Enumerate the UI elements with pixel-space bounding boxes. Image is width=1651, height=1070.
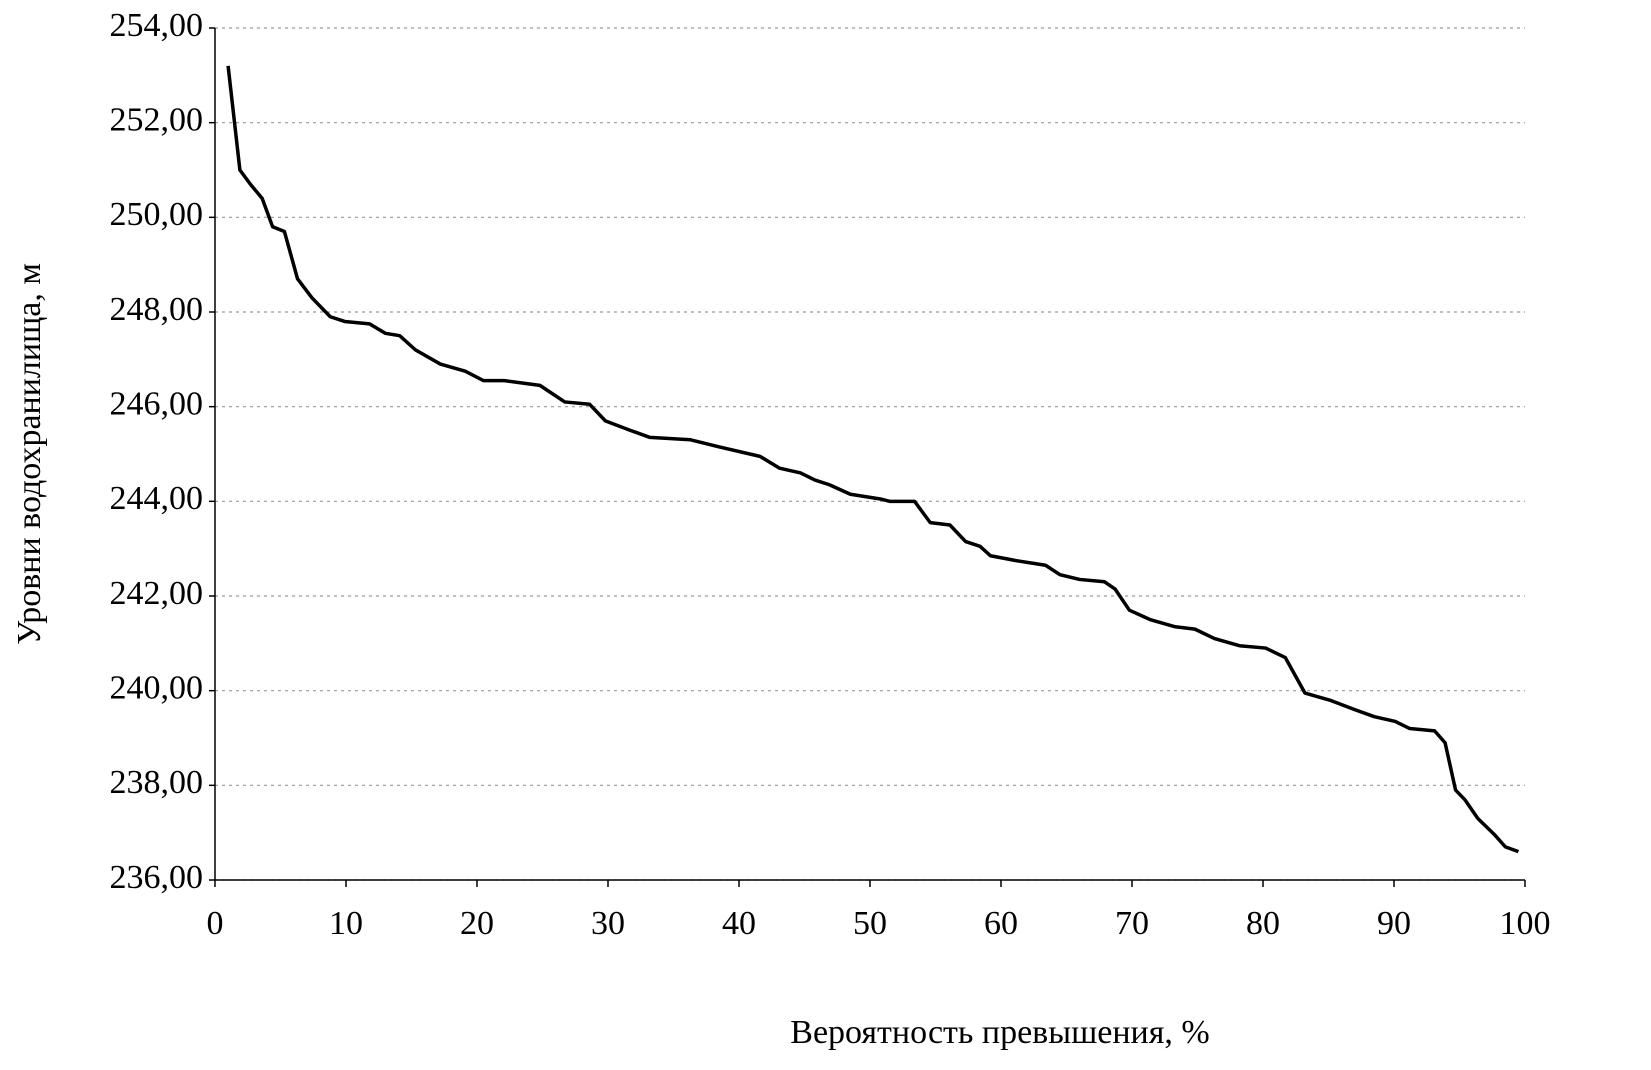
x-tick-label: 100 <box>1500 905 1551 942</box>
x-tick-label: 80 <box>1246 905 1280 942</box>
x-tick-label: 90 <box>1377 905 1411 942</box>
x-tick-label: 50 <box>853 905 887 942</box>
y-tick-label: 244,00 <box>110 480 204 517</box>
x-tick-label: 60 <box>984 905 1018 942</box>
x-tick-label: 10 <box>329 905 363 942</box>
y-tick-label: 238,00 <box>110 764 204 801</box>
x-tick-label: 0 <box>207 905 224 942</box>
x-tick-label: 20 <box>460 905 494 942</box>
x-tick-label: 30 <box>591 905 625 942</box>
y-tick-label: 250,00 <box>110 196 204 233</box>
x-axis-title: Вероятность превышения, % <box>790 1014 1209 1051</box>
x-tick-label: 40 <box>722 905 756 942</box>
y-tick-label: 242,00 <box>110 575 204 612</box>
y-tick-label: 252,00 <box>110 101 204 138</box>
x-tick-label: 70 <box>1115 905 1149 942</box>
y-tick-label: 236,00 <box>110 859 204 896</box>
y-tick-label: 246,00 <box>110 385 204 422</box>
y-tick-label: 240,00 <box>110 669 204 706</box>
data-line <box>226 65 1520 854</box>
y-axis-title: Уровни водохранилища, м <box>11 263 48 645</box>
y-tick-label: 254,00 <box>110 7 204 44</box>
y-tick-label: 248,00 <box>110 291 204 328</box>
